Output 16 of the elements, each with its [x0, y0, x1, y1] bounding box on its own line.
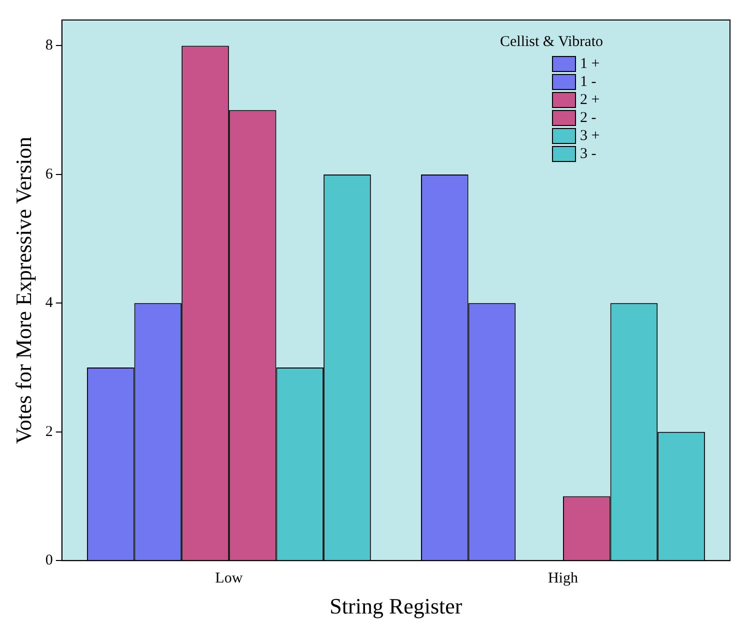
x-tick-label: Low [215, 570, 243, 587]
legend-label: 2 - [580, 110, 596, 126]
legend-label: 3 - [580, 146, 596, 162]
x-tick-label: High [548, 570, 578, 587]
y-axis-title: Votes for More Expressive Version [10, 136, 36, 444]
legend-label: 3 + [580, 128, 600, 144]
y-tick-label: 4 [45, 295, 54, 312]
legend-label: 1 + [580, 56, 600, 72]
y-tick-label: 2 [45, 424, 53, 440]
y-tick-label: 6 [45, 166, 54, 182]
legend-title: Cellist & Vibrato [500, 34, 603, 51]
y-tick-label: 0 [45, 552, 53, 569]
x-axis-title: String Register [330, 594, 463, 619]
legend-label: 1 - [580, 74, 596, 90]
legend-label: 2 + [580, 92, 600, 108]
y-tick-label: 8 [45, 38, 53, 54]
